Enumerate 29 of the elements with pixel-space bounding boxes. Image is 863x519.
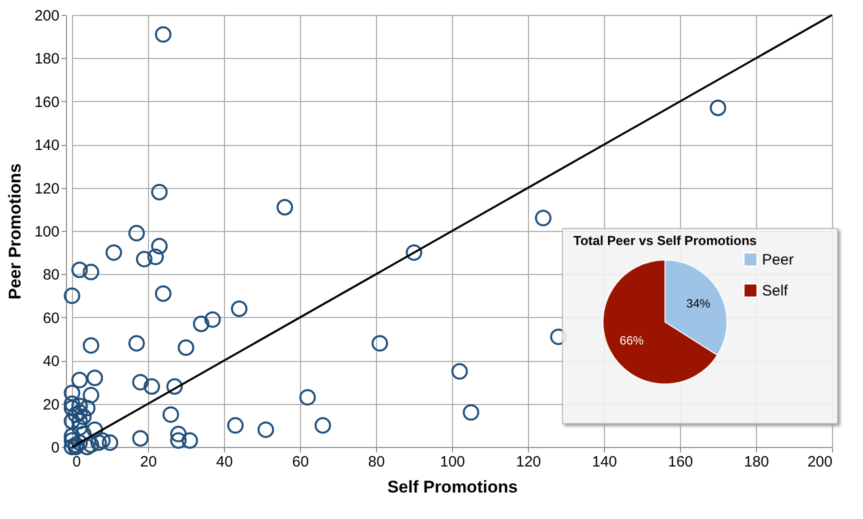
- legend-label: Peer: [762, 252, 794, 268]
- y-tick-label: 0: [51, 440, 60, 456]
- y-tick-label: 140: [34, 137, 60, 154]
- x-tick-label: 80: [368, 454, 385, 470]
- y-tick-label: 60: [42, 310, 60, 327]
- y-tick-label: 200: [34, 8, 60, 24]
- y-tick-label: 20: [42, 396, 60, 414]
- x-tick-label: 160: [668, 454, 694, 470]
- x-tick-label: 0: [72, 454, 81, 470]
- x-tick-label: 180: [744, 454, 770, 470]
- data-label: 34%: [686, 296, 711, 311]
- y-tick-label: 40: [42, 353, 60, 370]
- y-tick-label: 100: [34, 224, 60, 240]
- data-label: 66%: [620, 333, 644, 348]
- x-tick-label: 120: [516, 454, 542, 470]
- x-tick-label: 40: [216, 454, 233, 470]
- x-tick-label: 200: [807, 454, 832, 470]
- legend-label: Self: [762, 282, 789, 300]
- x-tick-label: 140: [592, 454, 618, 470]
- y-tick-label: 160: [34, 94, 60, 111]
- y-tick-label: 120: [34, 180, 60, 198]
- y-axis-title: Peer Promotions: [5, 163, 24, 300]
- y-tick-label: 80: [42, 266, 60, 284]
- x-tick-label: 60: [292, 454, 309, 470]
- x-axis-title: Self Promotions: [387, 478, 518, 496]
- x-tick-label: 20: [140, 454, 157, 470]
- y-tick-label: 180: [34, 50, 60, 68]
- chart-title: Total Peer vs Self Promotions: [573, 233, 757, 248]
- x-tick-label: 100: [440, 454, 466, 470]
